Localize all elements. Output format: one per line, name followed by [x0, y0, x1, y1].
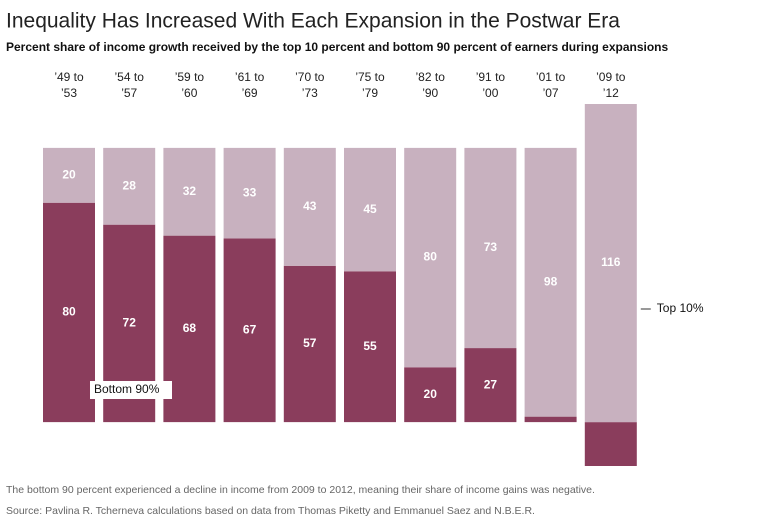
x-tick-label: ’01 to ’07 — [536, 70, 566, 100]
value-label: 20 — [424, 387, 438, 401]
x-tick-label-line: ’75 to — [355, 70, 385, 84]
x-tick-label: ’59 to ’60 — [175, 70, 205, 100]
chart-title: Inequality Has Increased With Each Expan… — [6, 10, 620, 33]
source: Source: Pavlina R. Tcherneva calculation… — [6, 505, 535, 517]
bar-segment — [163, 235, 216, 423]
value-label: 45 — [363, 202, 377, 216]
x-tick-label-line: ’07 — [543, 86, 559, 100]
bar-segment — [404, 367, 457, 423]
legend-label: Bottom 90% — [94, 382, 160, 396]
value-label: 67 — [243, 322, 257, 336]
value-label: 68 — [183, 321, 197, 335]
value-label: 98 — [544, 274, 558, 288]
value-label: 80 — [424, 250, 438, 264]
bar-segment — [524, 416, 577, 423]
bar-segment — [524, 147, 577, 417]
bar-segment — [344, 147, 396, 272]
bar-segment — [283, 147, 336, 266]
bar-segment — [103, 147, 156, 225]
x-tick-label-line: ’69 — [242, 86, 258, 100]
x-tick-label: ’61 to ’69 — [235, 70, 265, 100]
legend-label: Top 10% — [657, 301, 704, 315]
x-tick-label: ’91 to ’00 — [476, 70, 506, 100]
value-label: 72 — [123, 316, 137, 330]
value-label: 43 — [303, 199, 317, 213]
x-tick-label-line: ’49 to — [54, 70, 84, 84]
bar-segment — [404, 147, 457, 368]
x-tick-label-line: ’73 — [302, 86, 318, 100]
x-tick-label: ’09 to ’12 — [596, 70, 626, 100]
footnote: The bottom 90 percent experienced a decl… — [6, 484, 595, 496]
x-tick-label-line: ’60 — [181, 86, 197, 100]
bar-segment — [163, 147, 216, 236]
bar-segment — [223, 147, 276, 239]
legend-box — [90, 381, 172, 399]
x-tick-label-line: ’12 — [603, 86, 619, 100]
value-label: 116 — [601, 255, 621, 269]
x-tick-label-line: ’90 — [422, 86, 438, 100]
x-tick-label-line: ’57 — [121, 86, 137, 100]
x-tick-label-line: ’54 to — [115, 70, 145, 84]
x-tick-label-line: ’82 to — [416, 70, 446, 84]
x-tick-label-line: ’09 to — [596, 70, 626, 84]
bar-segment — [344, 271, 396, 423]
value-label: 57 — [303, 336, 317, 350]
x-tick-label: ’49 to ’53 — [54, 70, 84, 100]
bar-segment — [464, 348, 517, 423]
bar-segment — [584, 104, 637, 423]
x-tick-label-line: ’00 — [482, 86, 498, 100]
x-tick-label-line: ’61 to — [235, 70, 265, 84]
x-tick-label-line: ’59 to — [175, 70, 205, 84]
value-label: 28 — [123, 178, 137, 192]
x-tick-label-line: ’53 — [61, 86, 77, 100]
bar-segment — [43, 147, 95, 203]
chart-subtitle: Percent share of income growth received … — [6, 40, 668, 54]
value-label: 27 — [484, 377, 498, 391]
bar-segment — [464, 147, 517, 349]
x-tick-label: ’75 to ’79 — [355, 70, 385, 100]
bar-segment — [43, 202, 95, 423]
bar-segment — [584, 422, 637, 466]
x-tick-label: ’82 to ’90 — [416, 70, 446, 100]
bar-segment — [283, 265, 336, 423]
x-tick-label: ’54 to ’57 — [115, 70, 145, 100]
value-label: 33 — [243, 185, 257, 199]
value-label: 80 — [62, 305, 76, 319]
x-tick-label-line: ’70 to — [295, 70, 325, 84]
value-label: 20 — [62, 167, 76, 181]
bar-segment — [223, 238, 276, 423]
value-label: 55 — [363, 339, 377, 353]
x-tick-label-line: ’79 — [362, 86, 378, 100]
value-label: 73 — [484, 240, 498, 254]
x-tick-label-line: ’91 to — [476, 70, 506, 84]
x-tick-label: ’70 to ’73 — [295, 70, 325, 100]
value-label: 32 — [183, 184, 197, 198]
x-tick-label-line: ’01 to — [536, 70, 566, 84]
